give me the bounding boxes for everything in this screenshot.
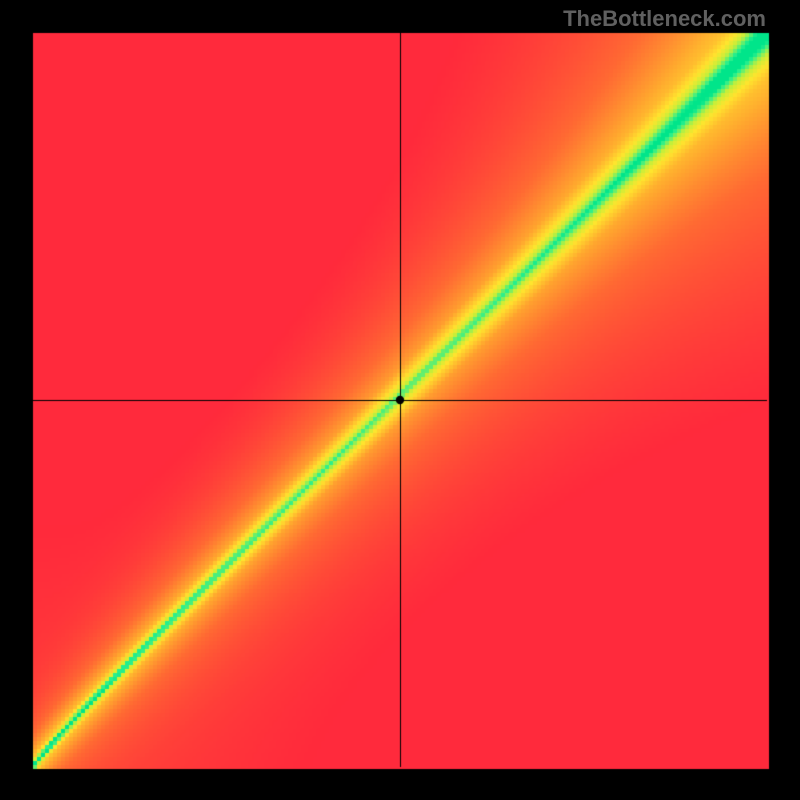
heatmap-canvas — [0, 0, 800, 800]
chart-container: TheBottleneck.com — [0, 0, 800, 800]
